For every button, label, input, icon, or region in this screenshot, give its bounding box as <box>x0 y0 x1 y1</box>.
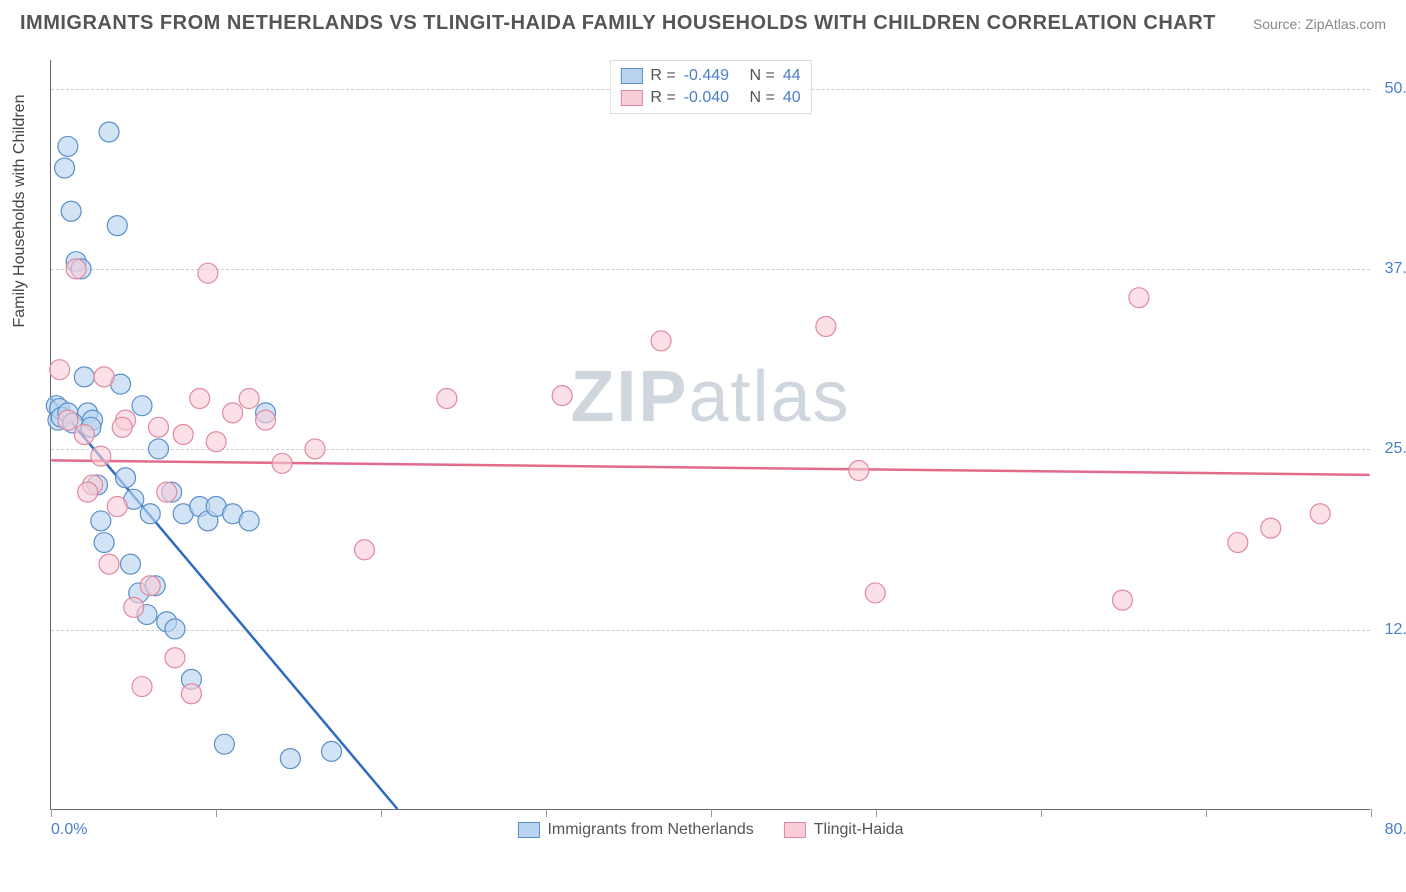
data-point <box>165 648 185 668</box>
data-point <box>58 136 78 156</box>
data-point <box>1129 288 1149 308</box>
data-point <box>99 554 119 574</box>
x-tick <box>1371 809 1372 817</box>
data-point <box>305 439 325 459</box>
data-point <box>280 749 300 769</box>
legend-correlation: R = -0.449 N = 44 R = -0.040 N = 40 <box>609 60 811 114</box>
data-point <box>272 453 292 473</box>
legend-row-series-0: R = -0.449 N = 44 <box>620 65 800 87</box>
legend-swatch-bottom-1 <box>784 822 806 838</box>
x-tick <box>51 809 52 817</box>
legend-row-series-1: R = -0.040 N = 40 <box>620 87 800 109</box>
legend-swatch-series-1 <box>620 90 642 106</box>
chart-title: IMMIGRANTS FROM NETHERLANDS VS TLINGIT-H… <box>20 12 1216 35</box>
data-point <box>157 482 177 502</box>
data-point <box>140 576 160 596</box>
legend-swatch-series-0 <box>620 68 642 84</box>
data-point <box>552 386 572 406</box>
x-tick <box>381 809 382 817</box>
legend-r-label-1: R = <box>650 89 675 107</box>
legend-n-value-0: 44 <box>783 67 801 85</box>
y-tick-label: 50.0% <box>1385 80 1406 98</box>
plot-svg <box>51 60 1370 809</box>
y-tick-label: 37.5% <box>1385 260 1406 278</box>
data-point <box>91 446 111 466</box>
data-point <box>149 417 169 437</box>
data-point <box>437 389 457 409</box>
data-point <box>1261 518 1281 538</box>
data-point <box>140 504 160 524</box>
legend-r-label-0: R = <box>650 67 675 85</box>
legend-n-label-1: N = <box>750 89 775 107</box>
data-point <box>816 316 836 336</box>
legend-r-value-1: -0.040 <box>684 89 729 107</box>
legend-swatch-bottom-0 <box>517 822 539 838</box>
y-tick-label: 25.0% <box>1385 440 1406 458</box>
data-point <box>132 396 152 416</box>
plot-region: ZIPatlas R = -0.449 N = 44 R = -0.040 N … <box>50 60 1370 810</box>
data-point <box>50 360 70 380</box>
data-point <box>198 263 218 283</box>
data-point <box>124 597 144 617</box>
data-point <box>214 734 234 754</box>
data-point <box>865 583 885 603</box>
x-tick <box>546 809 547 817</box>
x-tick <box>711 809 712 817</box>
data-point <box>94 367 114 387</box>
data-point <box>206 432 226 452</box>
data-point <box>58 410 78 430</box>
data-point <box>849 461 869 481</box>
x-tick <box>876 809 877 817</box>
data-point <box>107 497 127 517</box>
legend-n-value-1: 40 <box>783 89 801 107</box>
legend-label-series-0: Immigrants from Netherlands <box>547 821 753 839</box>
data-point <box>1112 590 1132 610</box>
data-point <box>165 619 185 639</box>
data-point <box>132 677 152 697</box>
data-point <box>1310 504 1330 524</box>
data-point <box>66 259 86 279</box>
source-label: Source: ZipAtlas.com <box>1253 16 1386 32</box>
data-point <box>181 684 201 704</box>
data-point <box>1228 533 1248 553</box>
title-bar: IMMIGRANTS FROM NETHERLANDS VS TLINGIT-H… <box>0 0 1406 43</box>
data-point <box>94 533 114 553</box>
data-point <box>55 158 75 178</box>
data-point <box>256 410 276 430</box>
legend-n-label-0: N = <box>750 67 775 85</box>
data-point <box>149 439 169 459</box>
data-point <box>239 389 259 409</box>
x-tick <box>1041 809 1042 817</box>
data-point <box>74 425 94 445</box>
chart-area: Family Households with Children ZIPatlas… <box>50 60 1370 810</box>
data-point <box>112 417 132 437</box>
x-axis-min-label: 0.0% <box>51 821 87 839</box>
x-tick <box>1206 809 1207 817</box>
data-point <box>107 216 127 236</box>
data-point <box>74 367 94 387</box>
data-point <box>61 201 81 221</box>
y-axis-label: Family Households with Children <box>11 95 29 328</box>
data-point <box>223 403 243 423</box>
data-point <box>99 122 119 142</box>
legend-series: Immigrants from Netherlands Tlingit-Haid… <box>517 821 903 839</box>
x-tick <box>216 809 217 817</box>
legend-item-series-0: Immigrants from Netherlands <box>517 821 753 839</box>
legend-label-series-1: Tlingit-Haida <box>814 821 904 839</box>
data-point <box>116 468 136 488</box>
data-point <box>173 425 193 445</box>
data-point <box>322 741 342 761</box>
legend-item-series-1: Tlingit-Haida <box>784 821 904 839</box>
data-point <box>354 540 374 560</box>
data-point <box>78 482 98 502</box>
y-tick-label: 12.5% <box>1385 621 1406 639</box>
data-point <box>120 554 140 574</box>
x-axis-max-label: 80.0% <box>1385 821 1406 839</box>
data-point <box>91 511 111 531</box>
data-point <box>239 511 259 531</box>
data-point <box>190 389 210 409</box>
regression-line <box>51 460 1369 474</box>
data-point <box>651 331 671 351</box>
legend-r-value-0: -0.449 <box>684 67 729 85</box>
